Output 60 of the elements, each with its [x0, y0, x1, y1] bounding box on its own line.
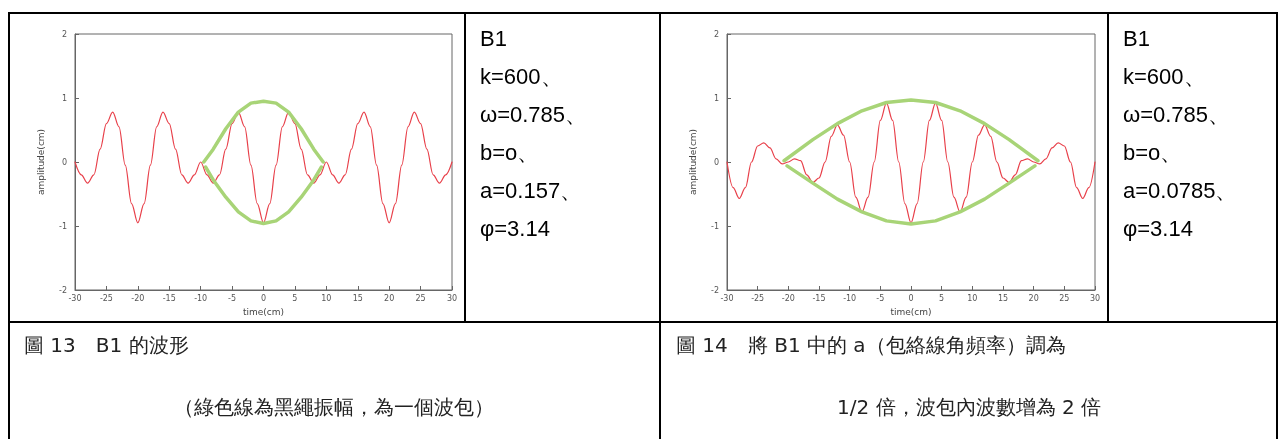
text: φ=3.14: [479, 215, 551, 243]
x-tick-label: 20: [384, 293, 395, 303]
caption: 圖 13 B1 的波形: [24, 332, 189, 359]
text: b=o、: [1122, 139, 1184, 167]
text: B1: [1122, 25, 1151, 53]
x-tick-label: -20: [781, 293, 795, 303]
x-tick-label: -30: [720, 293, 734, 303]
y-tick-label: 2: [713, 29, 719, 39]
x-tick-label: 0: [908, 293, 914, 303]
text: B1: [479, 25, 508, 53]
line-series: [74, 111, 453, 224]
y-tick-label: -1: [711, 221, 719, 231]
line-series: [785, 164, 1037, 226]
y-tick-label: 1: [713, 93, 719, 103]
x-tick-label: -25: [751, 293, 765, 303]
y-tick-label: -2: [59, 285, 67, 295]
x-tick-label: 0: [260, 293, 267, 303]
x-tick-label: 25: [415, 293, 426, 303]
text: b=o、: [479, 139, 541, 167]
y-tick-label: -2: [711, 285, 719, 295]
x-tick-label: -15: [162, 293, 176, 303]
text: 1/2 倍，波包內波數增為 2 倍: [836, 394, 1102, 421]
text: k=600、: [479, 63, 564, 91]
line-series: [782, 98, 1040, 163]
x-tick-label: -25: [99, 293, 113, 303]
x-tick-label: 30: [446, 293, 458, 303]
x-tick-label: 15: [352, 293, 363, 303]
x-tick-label: 25: [1059, 293, 1070, 303]
x-tick-label: -10: [843, 293, 857, 303]
x-axis-title: time(cm): [242, 306, 285, 317]
text: φ=3.14: [1122, 215, 1194, 243]
x-tick-label: 10: [321, 293, 332, 303]
x-tick-label: -15: [812, 293, 826, 303]
x-tick-label: -20: [131, 293, 145, 303]
x-tick-label: 10: [967, 293, 978, 303]
text: （綠色線為黑繩振幅，為一個波包）: [173, 394, 495, 421]
y-tick-label: -1: [59, 221, 67, 231]
text: ω=0.785、: [1122, 101, 1232, 129]
y-tick-label: 0: [61, 157, 67, 167]
text: ω=0.785、: [479, 101, 589, 129]
y-tick-label: 0: [713, 157, 719, 167]
text: a=0.0785、: [1122, 177, 1239, 205]
x-tick-label: 5: [939, 293, 945, 303]
y-axis-title: amplitude(cm): [687, 128, 698, 196]
line-series: [726, 102, 1096, 224]
x-axis-title: time(cm): [890, 306, 932, 317]
text: k=600、: [1122, 63, 1207, 91]
x-tick-label: 5: [292, 293, 298, 303]
caption: 圖 14 將 B1 中的 a（包絡線角頻率）調為: [676, 332, 1066, 359]
x-tick-label: -5: [876, 293, 885, 303]
x-tick-label: -10: [194, 293, 208, 303]
y-tick-label: 2: [61, 29, 67, 39]
x-tick-label: -5: [228, 293, 237, 303]
x-tick-label: -30: [68, 293, 82, 303]
y-axis-title: amplitude(cm): [35, 128, 46, 196]
x-tick-label: 15: [997, 293, 1009, 303]
y-tick-label: 1: [61, 93, 67, 103]
text: a=0.157、: [479, 177, 584, 205]
x-tick-label: 20: [1028, 293, 1039, 303]
x-tick-label: 30: [1089, 293, 1101, 303]
